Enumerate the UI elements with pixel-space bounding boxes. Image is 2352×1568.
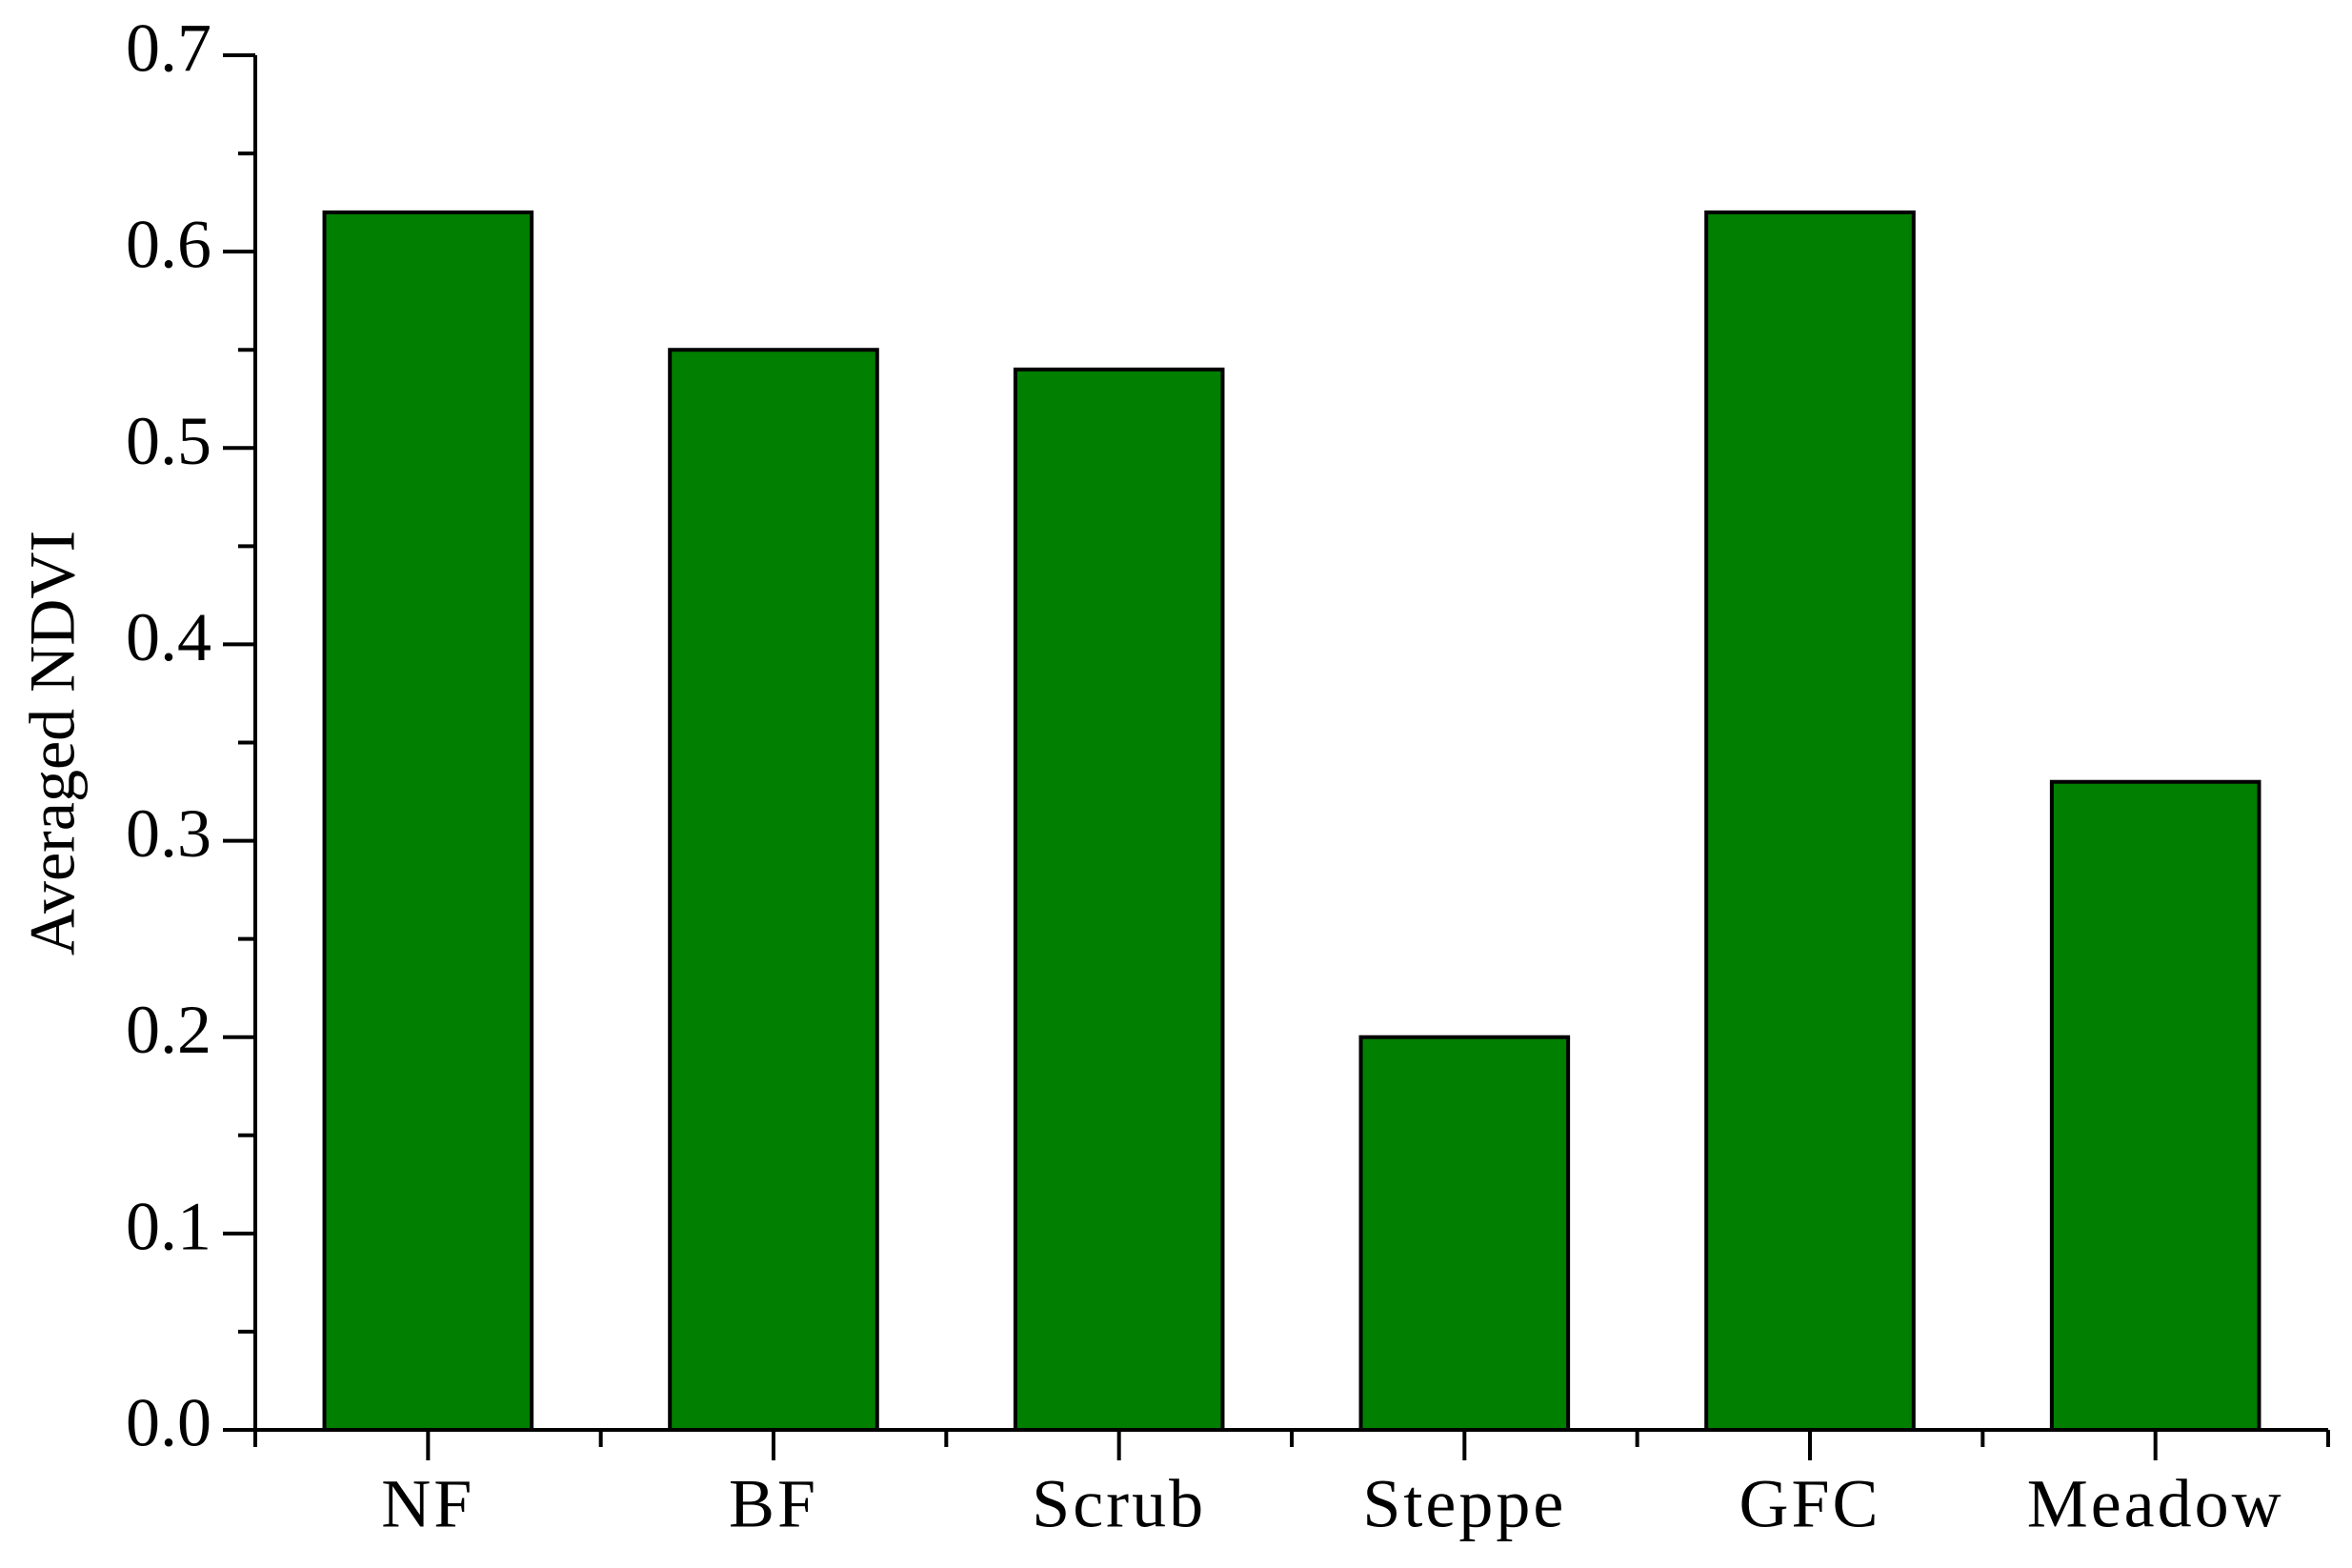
x-tick-label: Scrub: [1032, 1466, 1206, 1542]
x-tick-label: Steppe: [1362, 1466, 1566, 1542]
x-tick-label: NF: [381, 1466, 474, 1542]
x-tick-label: Meadow: [2027, 1466, 2284, 1542]
y-tick-label: 0.3: [126, 795, 211, 872]
bar: [668, 348, 879, 1433]
bar: [2049, 779, 2262, 1432]
bar: [1358, 1035, 1571, 1432]
bar: [1704, 210, 1916, 1432]
y-axis-label: Averaged NDVI: [16, 531, 89, 955]
y-tick-label: 0.5: [126, 403, 211, 479]
y-tick-label: 0.4: [126, 599, 211, 675]
y-tick-label: 0.0: [126, 1385, 211, 1461]
y-tick-label: 0.6: [126, 207, 211, 283]
y-tick-label: 0.1: [126, 1188, 211, 1264]
x-tick-label: BF: [729, 1466, 818, 1542]
x-tick-label: GFC: [1739, 1466, 1880, 1542]
y-tick-label: 0.7: [126, 10, 211, 87]
bar: [322, 210, 534, 1432]
bar: [1013, 367, 1225, 1432]
y-tick-label: 0.2: [126, 992, 211, 1068]
